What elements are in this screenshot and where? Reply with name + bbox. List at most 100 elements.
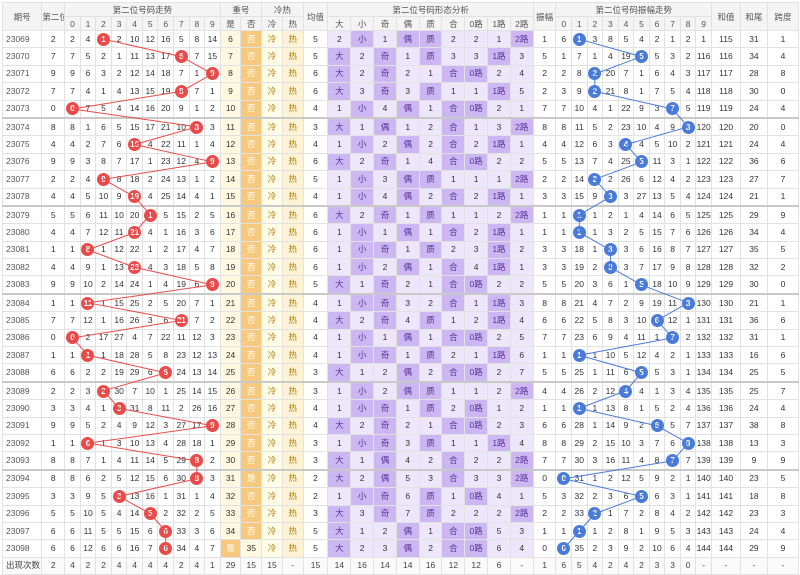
issue-cell[interactable]: 23069: [1, 29, 43, 49]
issue-cell[interactable]: 23084: [1, 292, 43, 313]
table-row[interactable]: 23094 8 8 6 2 5 12 15 6 30 8 3 31 是冷热 2 大 2 偶 5 3 合 3 3 2路 0 0 31 1…: [1, 468, 800, 489]
coldhot-cell: 热: [281, 363, 304, 383]
trend-cell: 4: [110, 416, 128, 435]
table-row[interactable]: 23093 8 8 7 1 4 11 14 5 29 8 2 30 否冷热 3 大 1 偶 4 2 合 2 2 2路 7 7 30 3…: [1, 451, 800, 471]
issue-cell[interactable]: 23097: [1, 521, 43, 541]
amptrend-cell: 125: [695, 204, 712, 225]
trend-ball: 3: [112, 489, 126, 503]
table-row[interactable]: 23078 4 4 5 10 9 19 4 25 14 4 1 15 否冷热 4 1 小 4 偶 2 合 2 1路 1 3 3 15…: [1, 187, 800, 207]
shape-cell: 1: [464, 433, 489, 453]
shape-cell: 偶: [373, 451, 397, 471]
issue-cell[interactable]: 23095: [1, 487, 43, 506]
table-row[interactable]: 23080 4 4 7 12 11 21 4 1 16 3 6 17 否冷热 6 1 小 1 偶 1 合 2 1路 1 1 1 1 1…: [1, 223, 800, 242]
issue-cell[interactable]: 23071: [1, 64, 43, 84]
shape-cell: 1: [418, 328, 443, 348]
table-row[interactable]: 23079 5 5 6 11 10 20 1 5 15 2 5 16 否冷热 6 大 2 奇 1 质 1 1 2 2路 1 1 1 1…: [1, 204, 800, 225]
trend-cell: 1: [204, 292, 221, 313]
shape-cell: 1: [395, 47, 420, 66]
trend-cell: 8: [157, 346, 174, 365]
table-row[interactable]: 23083 9 9 10 2 14 24 1 4 19 6 9 20 否冷热 5 大 1 奇 2 1 合 0路 2 2 5 5 20…: [1, 275, 800, 295]
table-row[interactable]: 23072 7 7 4 1 4 13 15 19 8 7 1 9 否冷热 6 大 3 奇 3 质 1 1 1路 5 2 3 9 2 21…: [1, 82, 800, 101]
table-row[interactable]: 23087 1 1 1 1 18 28 5 8 23 12 13 24 否冷热 4 1 小奇 1 质 2 1 1路 6 1 1 1…: [1, 346, 800, 365]
issue-cell[interactable]: 23082: [1, 258, 43, 277]
shape-cell: 2: [487, 99, 511, 119]
issue-cell[interactable]: 23093: [1, 451, 43, 471]
issue-cell[interactable]: 23072: [1, 82, 43, 101]
issue-cell[interactable]: 23094: [1, 468, 43, 489]
table-row[interactable]: 23084 1 1 11 1 15 25 2 5 20 7 1 21 否冷热 4 1 小奇 3 2 合 1 1路 3 8 8 21…: [1, 292, 800, 313]
table-row[interactable]: 23070 7 7 5 2 1 11 13 17 6 7 15 7 否冷热 5 大 2 奇 1 质 3 3 1路 3 5 1 7 1 4…: [1, 47, 800, 66]
table-row[interactable]: 23071 9 9 6 3 2 12 14 18 7 1 9 8 否冷热 6 大 2 奇 2 1 合 0路 2 4 2 2 8 2 20…: [1, 64, 800, 84]
table-row[interactable]: 23096 5 5 10 5 4 14 5 2 32 2 5 33 否冷热 3 大 3 奇 7 质 2 2 2 2路 2 2 33 2…: [1, 504, 800, 523]
issue-cell[interactable]: 23083: [1, 275, 43, 295]
shape-cell: 2: [487, 380, 511, 401]
header-issue[interactable]: 期号: [1, 2, 43, 31]
trend-cell: 16: [157, 29, 174, 49]
sum2-cell: 16: [739, 346, 768, 365]
table-row[interactable]: 23091 9 9 5 2 4 9 12 3 27 17 9 28 否冷热 4 大 2 奇 2 1 合 0路 2 3 6 6 28 1…: [1, 416, 800, 435]
issue-cell[interactable]: 23070: [1, 47, 43, 66]
issue-cell[interactable]: 23090: [1, 399, 43, 418]
shape-cell: 奇: [373, 82, 397, 101]
issue-cell[interactable]: 23077: [1, 170, 43, 189]
trend-cell: 2: [64, 380, 81, 401]
shape-cell: 1: [418, 258, 443, 277]
table-row[interactable]: 23098 6 6 12 6 6 16 7 6 34 4 7 是 35 冷热 5 大 2 3 偶 2 合 0路 6 4 0 0 35 2…: [1, 539, 800, 558]
table-row[interactable]: 23076 9 9 3 8 7 17 1 23 12 4 9 13 否冷热 6 大 2 奇 1 4 合 0路 2 2 5 5 13 7…: [1, 152, 800, 172]
sum2-cell: 24: [739, 521, 768, 541]
issue-cell[interactable]: 23075: [1, 135, 43, 154]
table-row[interactable]: 23081 1 1 8 1 12 22 1 2 17 4 7 18 否冷热 6 1 小奇 1 质 2 3 1路 2 3 3 18 1…: [1, 240, 800, 260]
amp-cell: 1: [532, 521, 557, 541]
amptrend-cell: 1: [679, 152, 697, 172]
amptrend-cell: 1: [602, 99, 619, 119]
table-row[interactable]: 23075 4 4 2 7 6 16 4 22 11 1 4 12 否冷热 4 1 小 2 偶 2 合 2 1路 1 4 4 12 6…: [1, 135, 800, 154]
issue-cell[interactable]: 23078: [1, 187, 43, 207]
table-row[interactable]: 23077 2 2 4 9 8 18 2 24 13 1 2 14 否冷热 5 1 小 3 偶质 1 1 1 2路 2 2 14 2…: [1, 170, 800, 189]
issue-cell[interactable]: 23074: [1, 116, 43, 137]
shape-cell: 0路: [464, 416, 489, 435]
table-row[interactable]: 23089 2 2 3 2 30 7 10 1 25 14 15 26 否冷热 3 1 小 2 偶质 1 1 2 2路 4 4 2…: [1, 380, 800, 401]
trend-cell: 1: [95, 451, 112, 471]
issue-cell[interactable]: 23098: [1, 539, 43, 558]
issue-cell[interactable]: 23086: [1, 328, 43, 348]
issue-cell[interactable]: 23085: [1, 311, 43, 330]
issue-cell[interactable]: 23079: [1, 204, 43, 225]
issue-cell[interactable]: 23096: [1, 504, 43, 523]
table-row[interactable]: 23097 6 6 11 5 5 15 6 6 33 3 6 34 否冷热 5 大 1 2 偶 1 合 0路 5 3 1 1 1 1 2…: [1, 521, 800, 541]
coldhot-cell: 热: [281, 539, 304, 558]
header-tail: 和尾: [739, 2, 768, 31]
issue-cell[interactable]: 23080: [1, 223, 43, 242]
trend-cell: 11: [126, 451, 143, 471]
table-row[interactable]: 23074 8 8 1 6 5 15 17 21 10 8 3 11 否冷热 3 大 1 偶 1 2 合 1 3 2路 8 8 11…: [1, 116, 800, 137]
table-row[interactable]: 23082 4 4 9 1 13 23 4 3 18 5 8 19 否冷热 6 1 小 2 偶 1 合 4 1路 1 3 3 19 2…: [1, 258, 800, 277]
amptrend-cell: 1: [586, 399, 604, 418]
issue-cell[interactable]: 23073: [1, 99, 43, 119]
table-row[interactable]: 23088 6 6 2 2 19 29 6 6 24 13 14 25 否冷热 3 大 1 2 偶 2 合 0路 2 7 5 5 2…: [1, 363, 800, 383]
issue-cell[interactable]: 23088: [1, 363, 43, 383]
issue-cell[interactable]: 23089: [1, 380, 43, 401]
amptrend-cell: 2: [602, 170, 619, 189]
issue-cell[interactable]: 23081: [1, 240, 43, 260]
amp-ball: 5: [634, 278, 648, 292]
shape-cell: 2: [464, 29, 489, 49]
table-row[interactable]: 23092 1 1 6 1 3 10 13 4 28 18 1 29 否冷热 3 1 小奇 3 质 1 1 1路 4 8 8 29…: [1, 433, 800, 453]
table-row[interactable]: 23086 0 0 2 17 27 4 7 22 11 12 3 23 否冷热 4 1 小 1 偶 1 合 0路 2 5 7 7 2…: [1, 328, 800, 348]
table-row[interactable]: 23073 0 0 7 5 4 14 16 20 9 1 2 10 否冷热 4 1 小 4 偶 1 合 0路 2 1 7 7 10 4…: [1, 99, 800, 119]
amptrend-cell: 18: [648, 275, 666, 295]
shape-cell: 奇: [373, 64, 397, 84]
amptrend-cell: 6: [586, 328, 604, 348]
trend-cell: 3: [157, 258, 174, 277]
table-row[interactable]: 23085 7 7 12 1 16 26 3 6 21 7 2 22 否冷热 4 大 2 奇 4 质 1 2 1路 4 6 6 22…: [1, 311, 800, 330]
repeat-cell: 25: [219, 363, 242, 383]
shape-cell: 质: [418, 29, 443, 49]
amptrend-cell: 1: [571, 204, 588, 225]
table-row[interactable]: 23095 3 3 9 5 3 13 16 1 31 1 4 32 否冷热 2 1 小奇 6 质 1 0路 4 1 5 3 32 2…: [1, 487, 800, 506]
issue-cell[interactable]: 23087: [1, 346, 43, 365]
issue-cell[interactable]: 23076: [1, 152, 43, 172]
table-row[interactable]: 23090 3 3 4 1 3 31 8 11 2 26 16 27 否冷热 4 1 小奇 1 质 2 0路 1 2 1 1 1 1…: [1, 399, 800, 418]
issue-cell[interactable]: 23092: [1, 433, 43, 453]
issue-cell[interactable]: 23091: [1, 416, 43, 435]
table-row[interactable]: 23069 2 2 4 1 2 10 12 16 5 8 14 6 否冷热 5 2 小 1 偶质 2 2 1 2路 1 6 1 3 8…: [1, 29, 800, 49]
shape-cell: 2: [350, 311, 375, 330]
trend-cell: 9: [95, 170, 112, 189]
